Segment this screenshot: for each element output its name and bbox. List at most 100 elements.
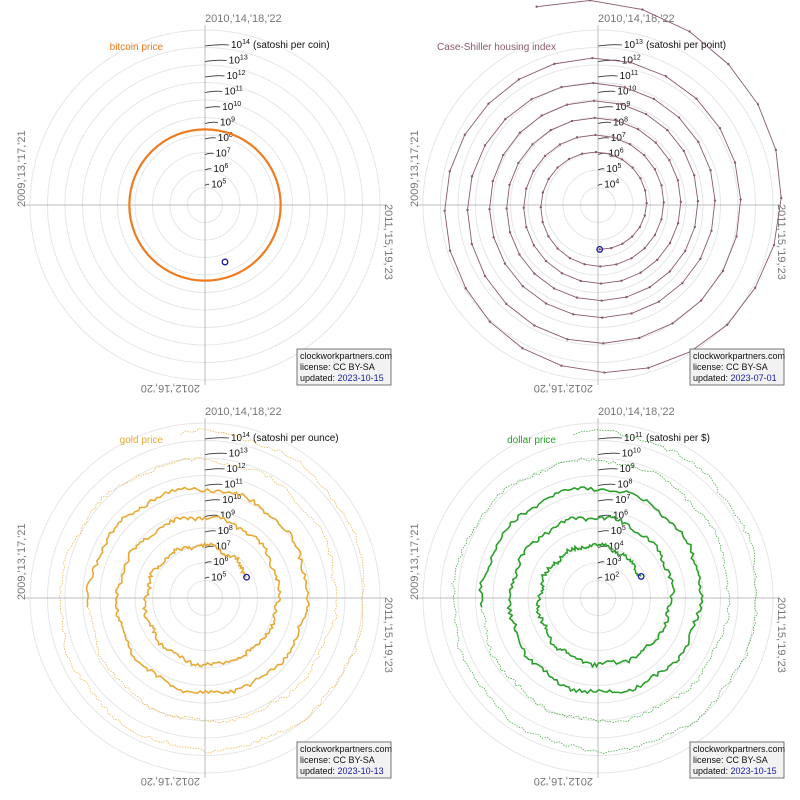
tick-label: 107: [615, 494, 630, 506]
tick-label: 1012: [227, 463, 246, 475]
series-point: [448, 170, 451, 173]
chart-panel: 2010,'14,'18,'22 2011,'15,'19,'23 2012,'16…: [409, 406, 787, 787]
series-point: [662, 201, 665, 204]
series-point: [588, 0, 592, 2]
series-point: [653, 233, 657, 237]
series-point: [504, 117, 507, 121]
series-line: [444, 0, 782, 374]
series-point: [560, 364, 563, 367]
tick-label: 106: [213, 163, 228, 175]
info-updated: updated: 2023-10-15: [300, 373, 384, 383]
series-point: [642, 153, 646, 157]
tick-mark: [597, 561, 605, 564]
series-point: [470, 242, 474, 246]
tick-mark: [204, 90, 223, 93]
series-point: [508, 183, 511, 187]
series-point: [594, 150, 598, 154]
series-point: [656, 258, 659, 262]
series-point: [544, 259, 548, 263]
series-point: [600, 299, 603, 302]
series-point: [521, 284, 524, 288]
series-point: [682, 149, 686, 153]
series-point: [697, 140, 700, 144]
chart-title: gold price: [120, 435, 164, 446]
current-marker: [637, 572, 645, 580]
series-point: [666, 128, 669, 132]
series-point: [623, 86, 626, 89]
tick-mark: [204, 514, 219, 517]
series-point: [668, 270, 671, 273]
tick-label: 109: [220, 117, 235, 129]
series-point: [492, 236, 495, 239]
series-point: [541, 191, 545, 194]
tick-label: 1013: [229, 448, 248, 460]
series-point: [668, 241, 672, 245]
series-point: [592, 81, 595, 85]
series-point: [699, 299, 703, 302]
series-point: [443, 209, 446, 213]
series-point: [660, 218, 663, 221]
series-point: [693, 174, 696, 177]
series-point: [620, 279, 623, 282]
tick-mark: [204, 499, 221, 502]
tick-label: 107: [216, 541, 231, 553]
info-license: license: CC BY-SA: [300, 755, 375, 765]
tick-mark: [597, 183, 603, 186]
tick-label: 1011: [224, 86, 242, 98]
info-box-bg: [689, 741, 785, 779]
year-label-top: 2010,'14,'18,'22: [205, 406, 282, 418]
series-point: [654, 141, 657, 144]
series-point: [567, 157, 571, 161]
series-point: [560, 272, 564, 275]
series-point: [580, 152, 584, 155]
tick-mark: [204, 561, 212, 564]
year-label-bottom: 2012,'16,'20: [534, 382, 593, 394]
series-point: [593, 116, 596, 120]
series-point: [525, 225, 528, 229]
tick-label: 1010: [622, 448, 641, 460]
series-point: [532, 244, 536, 247]
series-point: [636, 127, 640, 131]
tick-label: 1011: [624, 432, 642, 444]
info-site: clockworkpartners.com: [300, 744, 392, 754]
series-point: [671, 322, 674, 325]
tick-mark: [204, 59, 227, 62]
tick-label: 1014: [231, 432, 250, 444]
tick-mark: [597, 483, 616, 486]
series-point: [552, 287, 556, 290]
series-point: [556, 166, 559, 169]
tick-mark: [204, 452, 227, 455]
series-point: [541, 220, 544, 224]
info-site: clockworkpartners.com: [693, 744, 785, 754]
series-point: [780, 196, 783, 200]
series-point: [488, 320, 492, 323]
current-marker: [596, 245, 604, 253]
series-point: [464, 287, 467, 290]
year-label-left: 2009,'13,'17,'21: [409, 130, 421, 207]
tick-mark: [597, 452, 620, 455]
series-point: [637, 336, 641, 340]
series-point: [508, 231, 512, 234]
tick-mark: [597, 499, 614, 502]
tick-label: 108: [218, 525, 233, 537]
series-point: [772, 243, 776, 247]
series-point: [615, 263, 618, 266]
tick-label: 1011: [224, 479, 242, 491]
tick-mark: [597, 44, 623, 47]
year-label-bottom: 2012,'16,'20: [141, 775, 200, 787]
series-point: [668, 158, 671, 162]
series-point: [525, 187, 528, 190]
series-point: [652, 97, 656, 101]
tick-mark: [204, 576, 210, 579]
tick-mark: [204, 483, 223, 486]
info-box-bg: [689, 348, 785, 386]
series-point: [556, 247, 559, 250]
series-point: [575, 296, 579, 299]
year-label-right: 2011,'15,'19,'23: [382, 597, 394, 673]
series-point: [608, 152, 611, 156]
series-point: [522, 206, 525, 210]
